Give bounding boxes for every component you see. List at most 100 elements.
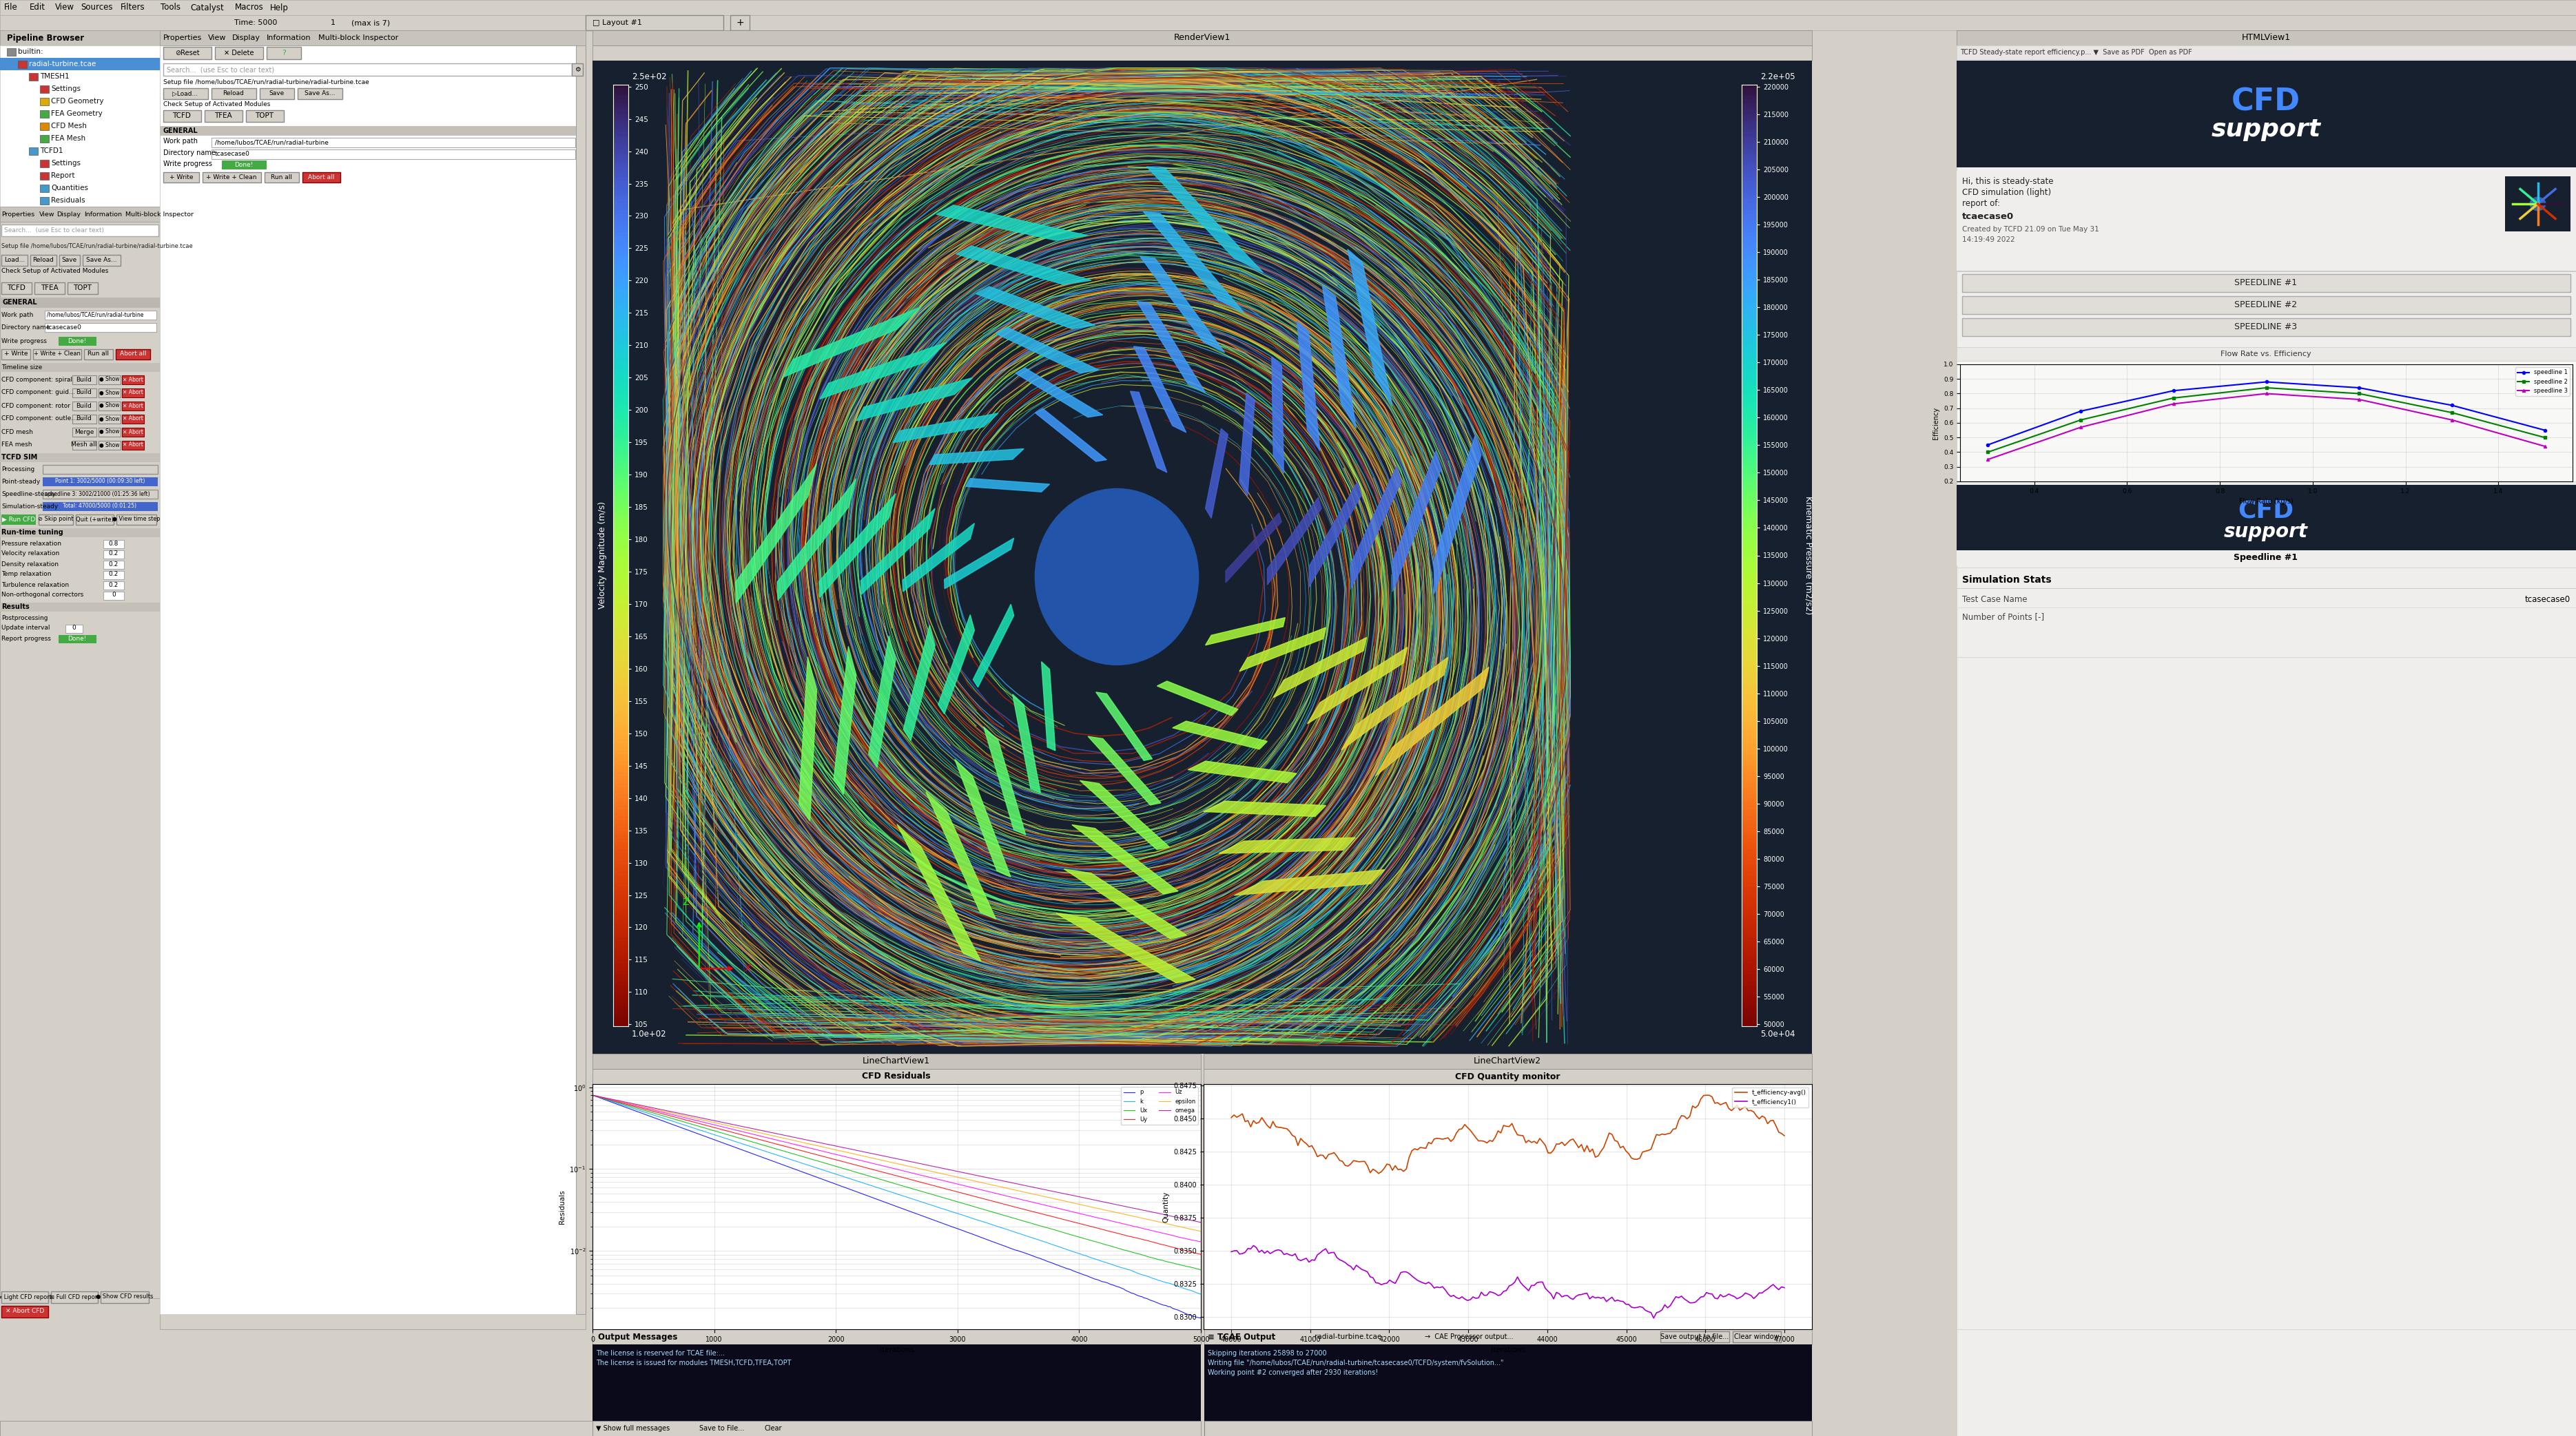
- Polygon shape: [1226, 513, 1283, 583]
- Uy: [1128, 1231, 1159, 1248]
- Text: Run-time tuning: Run-time tuning: [3, 528, 64, 536]
- Bar: [1958, 485, 2576, 550]
- Uz: [938, 1175, 969, 1192]
- Ux: [580, 1087, 611, 1104]
- Text: Save to File...: Save to File...: [698, 1425, 744, 1432]
- Text: 0: 0: [111, 592, 116, 599]
- Polygon shape: [974, 605, 1015, 688]
- speedline 2: [2530, 429, 2561, 447]
- Bar: [1963, 274, 2571, 292]
- Polygon shape: [904, 625, 935, 741]
- Text: ✕ Abort CFD: ✕ Abort CFD: [5, 1308, 44, 1314]
- Text: + Write: + Write: [5, 350, 28, 358]
- speedline 2: [2437, 404, 2468, 421]
- Bar: [103, 560, 124, 569]
- Text: TCFD Steady-state report efficiency.p... ▼  Save as PDF  Open as PDF: TCFD Steady-state report efficiency.p...…: [1960, 49, 2192, 56]
- omega: [577, 1087, 608, 1104]
- Text: Report progress: Report progress: [3, 635, 52, 642]
- Text: Directory name: Directory name: [3, 325, 49, 330]
- Bar: [1206, 1344, 1811, 1436]
- Polygon shape: [956, 760, 1010, 877]
- Text: Build: Build: [77, 402, 93, 409]
- Text: Done!: Done!: [67, 635, 88, 642]
- Text: Run all: Run all: [88, 350, 108, 358]
- t_efficiency-avg(): [1216, 1109, 1247, 1126]
- Line: speedline 3: speedline 3: [1986, 392, 2545, 461]
- Circle shape: [1036, 488, 1198, 665]
- Bar: [0, 0, 2576, 16]
- Text: 2.2e+05: 2.2e+05: [1759, 72, 1795, 82]
- t_efficiency1(): [1638, 1310, 1669, 1327]
- Polygon shape: [799, 656, 817, 821]
- speedline 2: [2066, 411, 2097, 428]
- Bar: [299, 88, 343, 99]
- Line: p: p: [592, 1096, 1200, 1318]
- Bar: [121, 389, 144, 398]
- Text: ✕ Delete: ✕ Delete: [224, 50, 255, 56]
- Text: CFD component: outle...: CFD component: outle...: [3, 415, 77, 422]
- Bar: [44, 465, 157, 474]
- X-axis label: Iterations: Iterations: [1492, 1347, 1525, 1354]
- Uy: [938, 1182, 969, 1199]
- p: [1090, 1274, 1121, 1291]
- speedline 3: [2530, 438, 2561, 455]
- Bar: [28, 73, 39, 80]
- Text: ✕ Abort: ✕ Abort: [124, 442, 144, 448]
- Polygon shape: [896, 824, 981, 961]
- Text: RenderView1: RenderView1: [1175, 33, 1231, 42]
- Bar: [121, 375, 144, 385]
- Line: omega: omega: [592, 1096, 1200, 1222]
- Text: Setup file /home/lubos/TCAE/run/radial-turbine/radial-turbine.tcae: Setup file /home/lubos/TCAE/run/radial-t…: [3, 244, 193, 250]
- Bar: [72, 415, 95, 424]
- Bar: [592, 30, 1811, 46]
- Polygon shape: [737, 464, 817, 603]
- Text: report of:: report of:: [1963, 200, 1999, 208]
- Polygon shape: [1056, 913, 1195, 984]
- Bar: [103, 540, 124, 549]
- Bar: [41, 197, 49, 204]
- Text: Settings: Settings: [52, 85, 80, 92]
- Bar: [72, 428, 95, 437]
- Polygon shape: [1133, 346, 1185, 432]
- speedline 2: [2344, 385, 2375, 402]
- Text: Sources: Sources: [80, 3, 113, 11]
- Polygon shape: [1206, 428, 1229, 518]
- Text: TFEA: TFEA: [41, 284, 59, 292]
- Polygon shape: [1321, 286, 1355, 428]
- Bar: [44, 503, 157, 511]
- Bar: [98, 441, 121, 449]
- Uy: [580, 1087, 611, 1104]
- Text: The license is reserved for TCAE file:...: The license is reserved for TCAE file:..…: [595, 1350, 724, 1357]
- Text: Tools: Tools: [160, 3, 180, 11]
- Text: View: View: [209, 34, 227, 42]
- t_efficiency-avg(): [1726, 1100, 1757, 1117]
- Bar: [98, 375, 121, 385]
- Ux: [938, 1192, 969, 1209]
- Text: ⊘ Skip point: ⊘ Skip point: [39, 516, 75, 523]
- t_efficiency1(): [1252, 1242, 1283, 1259]
- Text: Information: Information: [85, 211, 121, 217]
- Ux: [577, 1087, 608, 1104]
- Ux: [951, 1195, 981, 1212]
- Text: Total: 47000/5000 (0:01:25): Total: 47000/5000 (0:01:25): [62, 503, 137, 510]
- Text: Pipeline Browser: Pipeline Browser: [8, 33, 85, 42]
- Polygon shape: [1036, 409, 1108, 461]
- t_efficiency-avg(): [1365, 1163, 1396, 1180]
- Bar: [0, 46, 160, 211]
- Text: TFEA: TFEA: [214, 112, 232, 119]
- Uz: [1128, 1221, 1159, 1238]
- Polygon shape: [1095, 692, 1151, 761]
- Text: Run all: Run all: [270, 174, 294, 180]
- Uy: [577, 1087, 608, 1104]
- Bar: [3, 1305, 49, 1318]
- Bar: [28, 148, 39, 155]
- k: [951, 1208, 981, 1225]
- omega: [1128, 1202, 1159, 1219]
- Text: Filters: Filters: [121, 3, 144, 11]
- Text: Residuals: Residuals: [52, 197, 85, 204]
- Text: Simulation Stats: Simulation Stats: [1963, 574, 2050, 584]
- omega: [580, 1087, 611, 1104]
- Text: Processing: Processing: [3, 465, 33, 472]
- Bar: [204, 111, 242, 122]
- Bar: [162, 88, 209, 99]
